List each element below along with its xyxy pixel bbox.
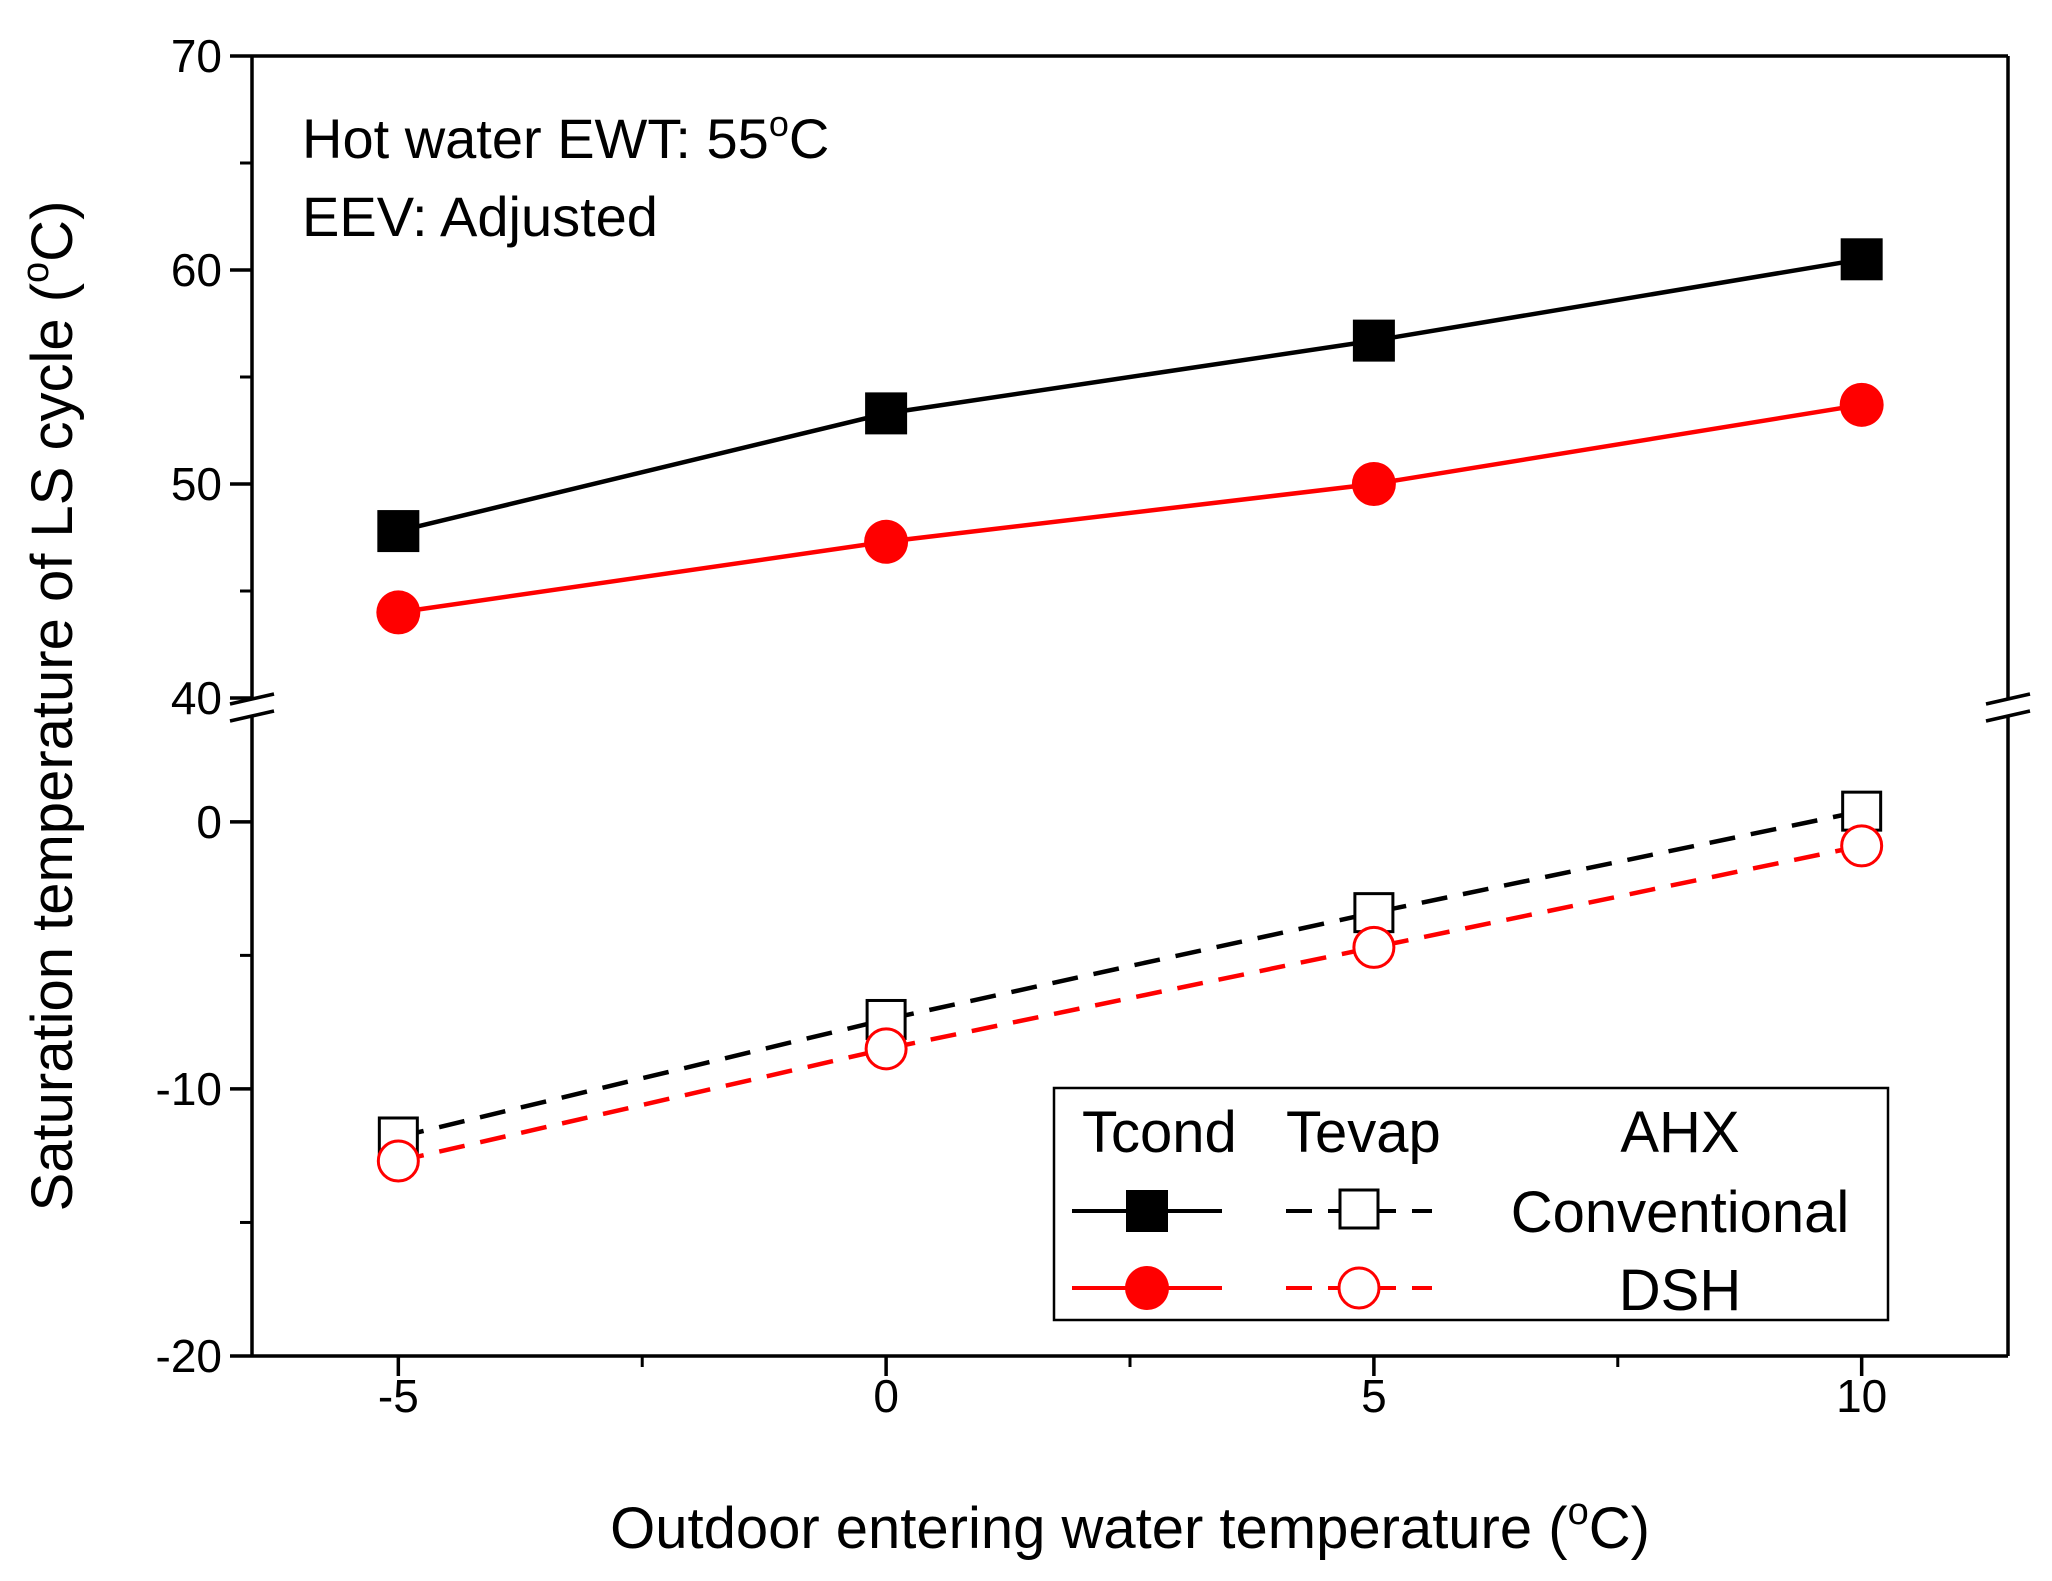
series-line-tcond-dsh: [398, 402, 1863, 615]
data-point-tcond-dsh: [864, 519, 909, 564]
data-point-tcond-conventional: [865, 392, 908, 435]
data-point-tevap-dsh: [1840, 824, 1884, 868]
series-line-tcond-conventional: [397, 257, 1863, 534]
legend-header-tcond: Tcond: [1082, 1100, 1237, 1165]
legend-marker-tevap-dsh: [1337, 1266, 1381, 1310]
y-tick-label: 40: [171, 672, 222, 724]
data-point-tcond-dsh: [376, 590, 421, 635]
y-tick-label: 50: [171, 458, 222, 510]
legend: Tcond Tevap AHX Conventional DSH: [1052, 1086, 1890, 1323]
data-point-tevap-dsh: [376, 1139, 420, 1183]
ticks-layer: -5 0 5 10 40 50 60 70 -20 -10 0: [156, 30, 1888, 1422]
legend-header-ahx: AHX: [1620, 1100, 1739, 1165]
y-tick-label: 60: [171, 244, 222, 296]
x-tick-label: 5: [1361, 1370, 1387, 1422]
axis-break-left-2: [229, 709, 275, 723]
y-tick-label: 70: [171, 30, 222, 82]
data-point-tcond-conventional: [1840, 238, 1883, 281]
y-tick-label: -20: [156, 1330, 222, 1382]
x-axis-title: Outdoor entering water temperature (oC): [610, 1491, 1650, 1561]
legend-box: [1052, 1086, 1890, 1322]
data-point-tcond-conventional: [1352, 319, 1395, 362]
y-tick-label: -10: [156, 1063, 222, 1115]
data-point-tcond-dsh: [1351, 462, 1396, 506]
axis-break-right-2: [1985, 709, 2031, 723]
legend-marker-tevap-conventional: [1338, 1188, 1380, 1230]
annotation-hot-water: Hot water EWT: 55oC: [302, 103, 829, 170]
legend-label-dsh: DSH: [1619, 1258, 1741, 1323]
data-point-tevap-dsh: [864, 1027, 908, 1071]
legend-header-tevap: Tevap: [1286, 1100, 1441, 1165]
data-point-tevap-dsh: [1352, 925, 1396, 969]
x-tick-label: -5: [378, 1370, 419, 1422]
axis-break-right-1: [1985, 692, 2031, 706]
x-tick-label: 10: [1836, 1370, 1887, 1422]
data-point-tcond-dsh: [1839, 382, 1884, 427]
data-point-tcond-conventional: [377, 510, 420, 553]
legend-marker-tcond-dsh: [1125, 1266, 1169, 1310]
x-tick-label: 0: [873, 1370, 899, 1422]
y-axis-title: Saturation temperature of LS cycle (oC): [15, 201, 85, 1212]
legend-marker-tcond-conventional: [1126, 1190, 1168, 1232]
legend-label-conventional: Conventional: [1511, 1180, 1850, 1245]
y-tick-label: 0: [196, 796, 222, 848]
series-layer: [376, 238, 1884, 1183]
annotation-eev: EEV: Adjusted: [302, 185, 658, 248]
